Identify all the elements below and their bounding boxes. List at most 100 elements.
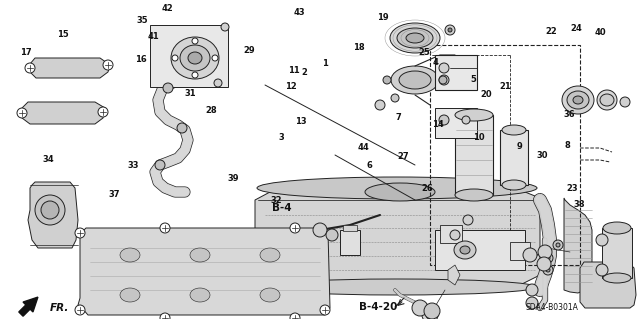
Text: 40: 40 [595,28,606,37]
Circle shape [426,311,434,319]
Ellipse shape [454,241,476,259]
Circle shape [326,229,338,241]
Text: 41: 41 [148,32,159,41]
Polygon shape [22,102,105,124]
Circle shape [160,223,170,233]
Circle shape [160,313,170,319]
Circle shape [75,228,85,238]
Text: 37: 37 [108,190,120,199]
Circle shape [383,76,391,84]
Text: 24: 24 [570,24,582,33]
Polygon shape [30,58,110,78]
Circle shape [463,215,473,225]
Text: 10: 10 [473,133,484,142]
Circle shape [221,23,229,31]
Bar [435,230,525,270]
Bar [500,130,528,185]
Circle shape [424,303,440,319]
Text: 2: 2 [301,68,307,77]
Circle shape [313,223,327,237]
Circle shape [98,107,108,117]
Circle shape [439,76,447,84]
Text: B-4-20: B-4-20 [359,302,397,312]
Ellipse shape [365,183,435,201]
Circle shape [103,60,113,70]
Circle shape [546,256,550,260]
Text: 1: 1 [322,59,328,68]
Ellipse shape [190,248,210,262]
Text: 39: 39 [228,174,239,182]
Circle shape [596,264,608,276]
Ellipse shape [567,91,589,109]
Ellipse shape [603,222,631,234]
Circle shape [526,297,538,309]
Ellipse shape [260,248,280,262]
Ellipse shape [190,288,210,302]
Text: 9: 9 [517,142,522,151]
Ellipse shape [406,33,424,43]
Ellipse shape [397,28,433,48]
Circle shape [620,97,630,107]
Bar [602,228,632,278]
Circle shape [538,245,552,259]
Text: 14: 14 [433,120,444,129]
Circle shape [546,268,550,272]
Bar [435,55,477,90]
Circle shape [75,305,85,315]
Ellipse shape [399,71,431,89]
Circle shape [192,72,198,78]
Bar [440,225,462,243]
Text: 26: 26 [422,184,433,193]
Text: 15: 15 [57,30,68,39]
Text: 8: 8 [564,141,570,150]
Circle shape [155,160,165,170]
Text: 17: 17 [20,48,31,57]
Polygon shape [28,182,78,248]
Circle shape [450,230,460,240]
Circle shape [212,55,218,61]
Circle shape [163,83,173,93]
Circle shape [439,75,449,85]
Circle shape [375,100,385,110]
Text: 27: 27 [397,152,409,161]
Polygon shape [580,262,636,308]
Circle shape [523,248,537,262]
Text: 6: 6 [367,161,373,170]
Text: 36: 36 [564,110,575,119]
Bar [430,45,580,265]
Text: 43: 43 [294,8,305,17]
Polygon shape [78,228,330,315]
Bar [510,242,530,260]
Circle shape [543,265,553,275]
Text: 3: 3 [279,133,284,142]
Text: 18: 18 [353,43,364,52]
Text: B-4: B-4 [272,203,292,213]
Circle shape [412,300,428,316]
Circle shape [439,63,449,73]
Text: 33: 33 [127,161,139,170]
Bar [150,25,228,87]
Ellipse shape [455,189,493,201]
Text: 42: 42 [162,4,173,13]
Text: 16: 16 [135,55,147,63]
Circle shape [214,79,222,87]
Ellipse shape [120,248,140,262]
Circle shape [553,240,563,250]
Text: FR.: FR. [50,303,69,313]
Text: 25: 25 [419,48,430,57]
Bar [340,230,360,255]
Ellipse shape [391,66,439,94]
Circle shape [192,38,198,44]
Ellipse shape [600,94,614,106]
Text: 12: 12 [285,82,297,91]
Text: SDA4-B0301A: SDA4-B0301A [525,302,579,311]
Ellipse shape [257,177,537,199]
Ellipse shape [455,109,493,121]
Circle shape [177,123,187,133]
Ellipse shape [188,52,202,64]
Ellipse shape [171,37,219,79]
Circle shape [462,116,470,124]
Ellipse shape [120,288,140,302]
Text: 20: 20 [481,90,492,99]
Text: 5: 5 [470,75,477,84]
